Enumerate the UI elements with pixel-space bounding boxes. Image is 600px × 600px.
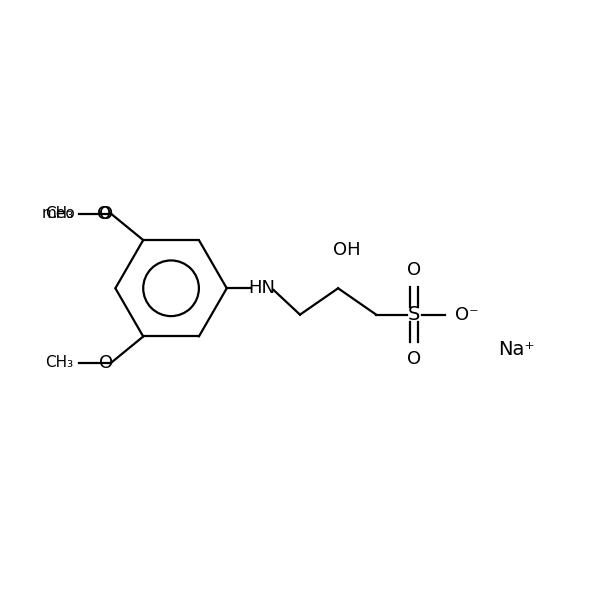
- Text: HN: HN: [248, 279, 275, 297]
- Text: OH: OH: [333, 241, 361, 259]
- Text: O: O: [98, 354, 113, 372]
- Text: Na⁺: Na⁺: [499, 340, 535, 359]
- Text: O: O: [98, 205, 113, 223]
- Text: O⁻: O⁻: [455, 305, 479, 323]
- Text: S: S: [408, 305, 421, 324]
- Text: meo: meo: [42, 206, 76, 221]
- Text: CH₃: CH₃: [45, 355, 73, 370]
- Text: O: O: [407, 262, 421, 280]
- Text: CH₃: CH₃: [45, 206, 73, 221]
- Text: O: O: [407, 350, 421, 368]
- Text: O: O: [97, 205, 111, 223]
